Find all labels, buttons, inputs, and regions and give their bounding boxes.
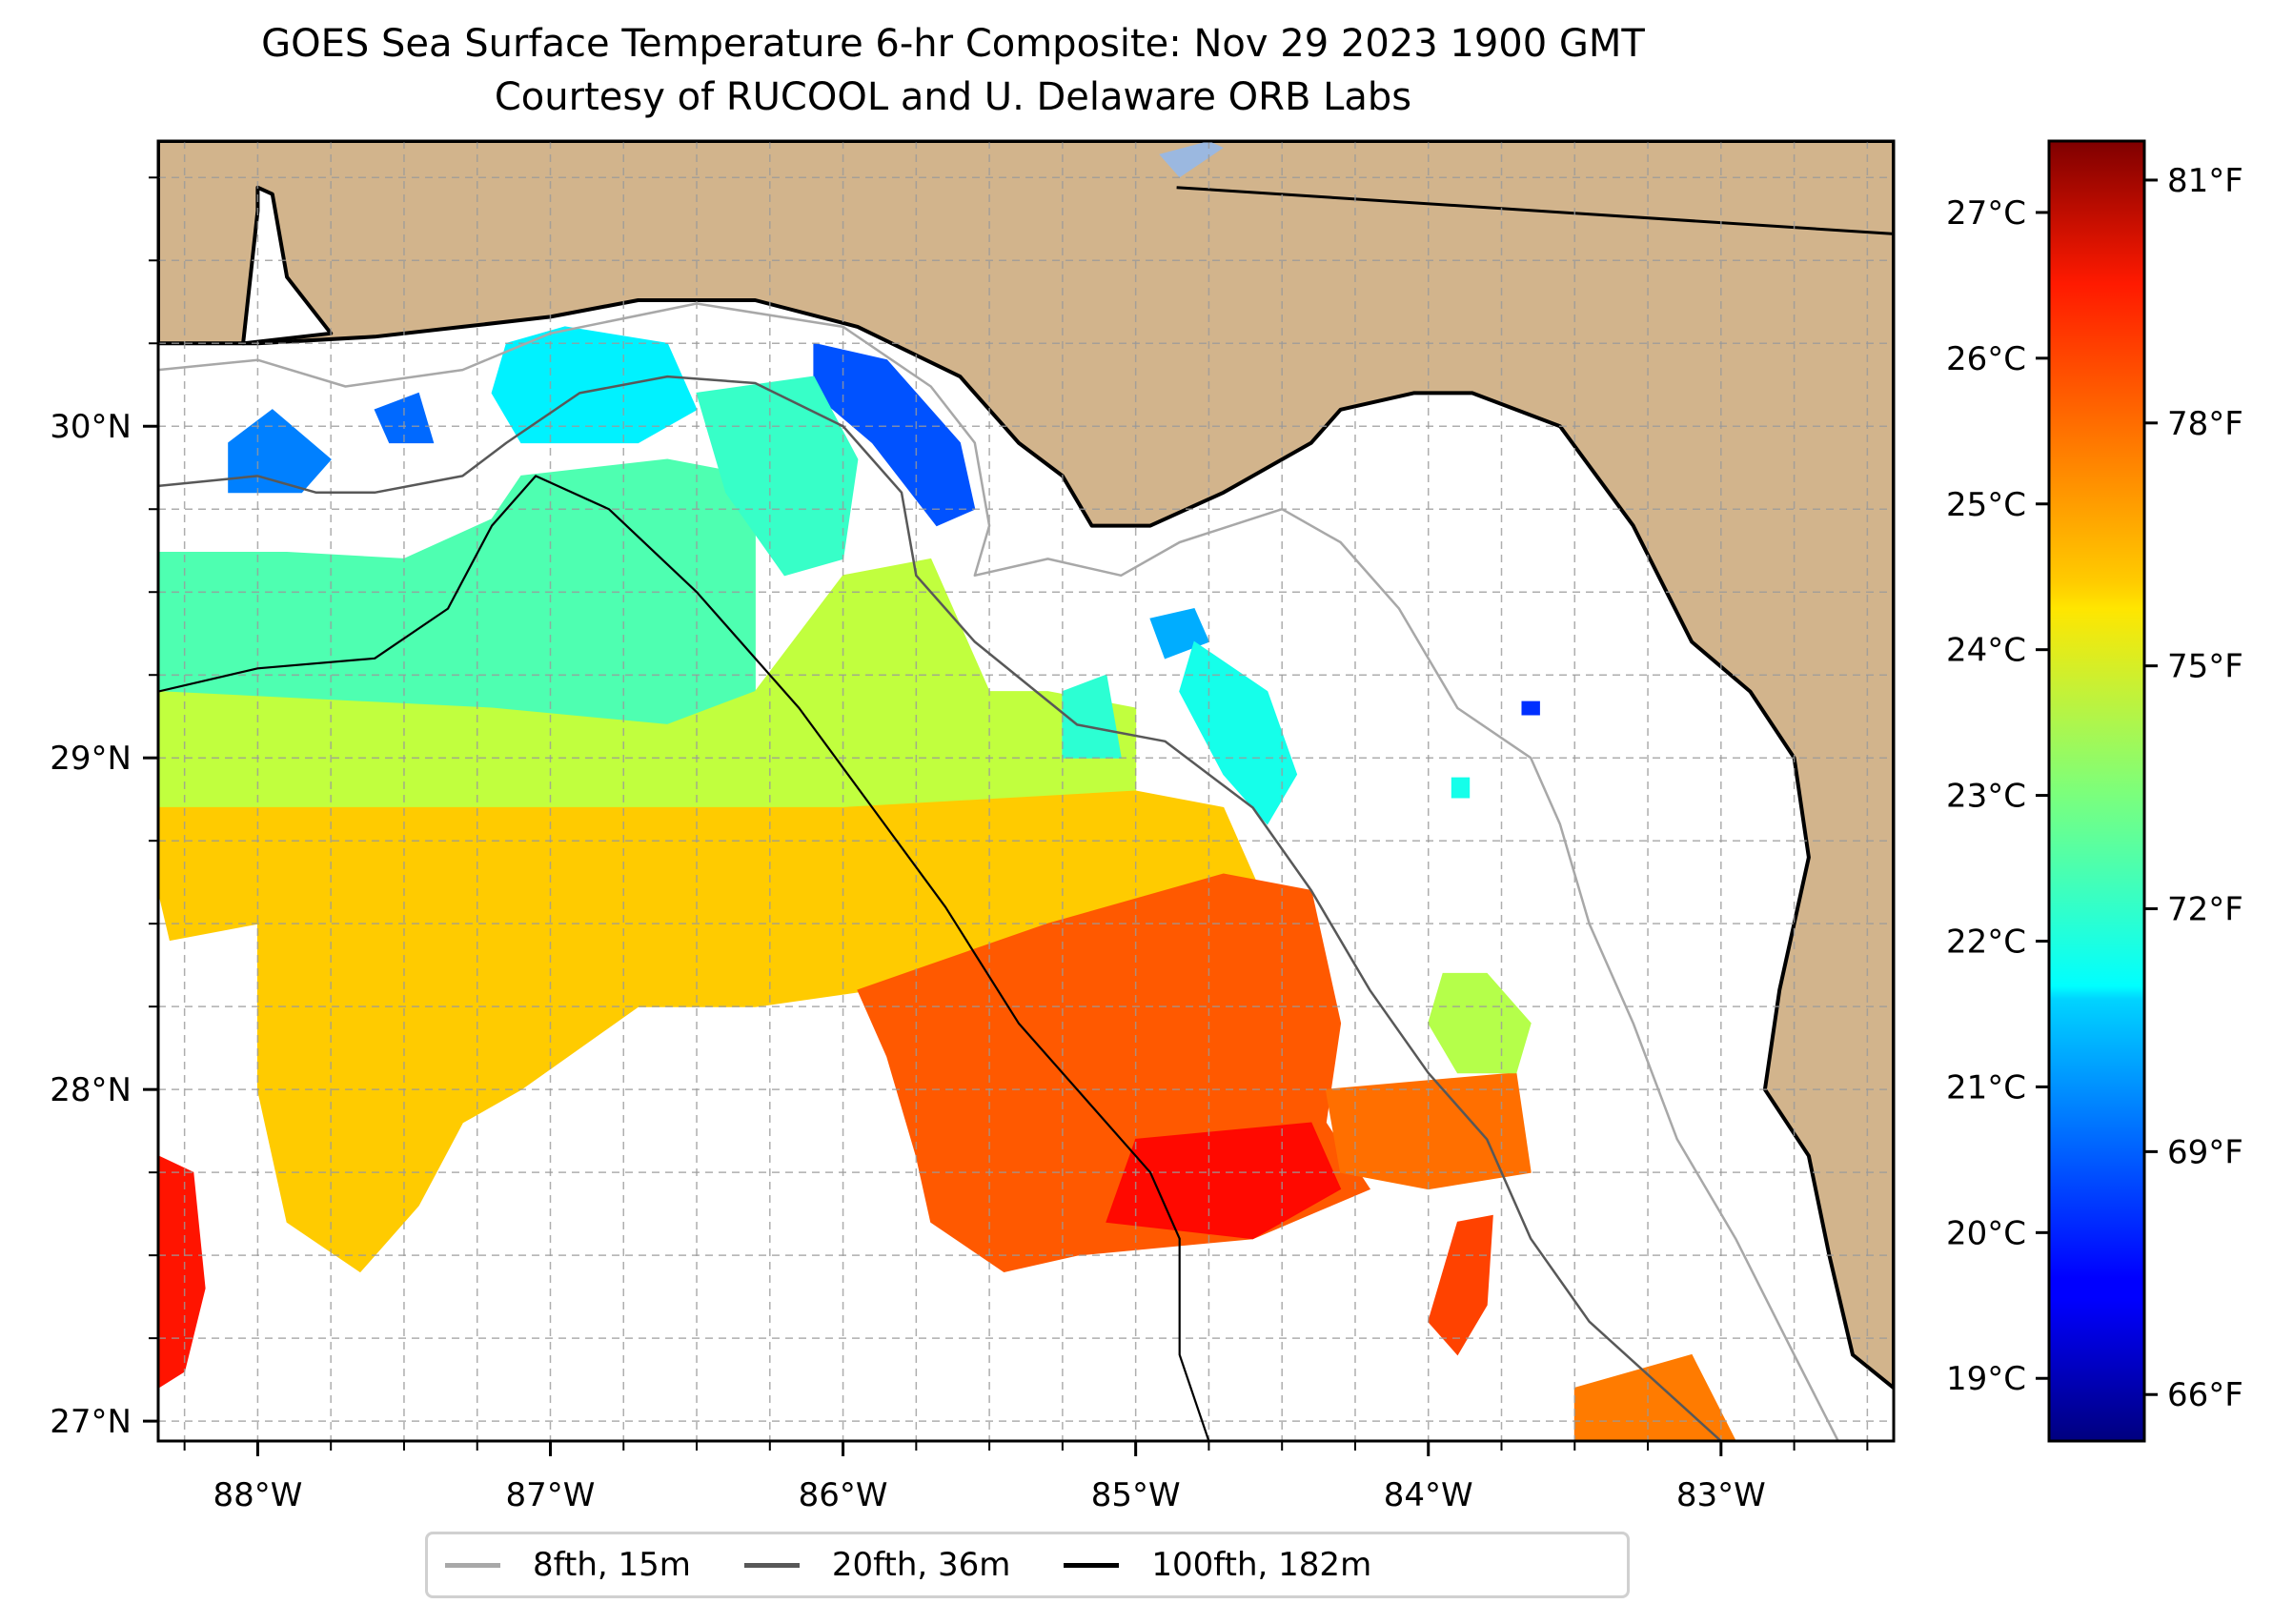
map-frame: [156, 139, 1896, 1443]
fahrenheit-tick-label: 66°F: [2167, 1376, 2243, 1414]
fahrenheit-tick-label: 75°F: [2167, 648, 2243, 686]
bathymetry-contours: [158, 302, 1839, 1441]
celsius-tick-label: 25°C: [1946, 486, 2026, 524]
contour-8fth: [158, 302, 1839, 1441]
x-tick-label: 87°W: [506, 1476, 596, 1514]
celsius-tick-label: 21°C: [1946, 1068, 2026, 1106]
contour-20fth: [158, 375, 1722, 1441]
colorbar: [2047, 139, 2146, 1443]
contour-100fth: [158, 475, 1210, 1441]
celsius-tick-label: 24°C: [1946, 632, 2026, 670]
legend-item-20fth: 20fth, 36m: [743, 1546, 1011, 1584]
legend-swatch-100fth: [1064, 1562, 1120, 1568]
state-border-line: [1176, 186, 1894, 235]
sst-patch-nw-tiny-teal: [1451, 777, 1471, 799]
chart-title: GOES Sea Surface Temperature 6-hr Compos…: [261, 22, 1645, 66]
contour-legend: 8fth, 15m 20fth, 36m 100fth, 182m: [425, 1532, 1630, 1598]
y-tick-label: 29°N: [50, 740, 132, 778]
sst-patch-small-orange-south: [1428, 1214, 1493, 1356]
legend-swatch-20fth: [743, 1562, 800, 1568]
lake-lake-seminole: [1159, 141, 1224, 178]
celsius-tick-label: 20°C: [1946, 1214, 2026, 1252]
sst-patch-far-west-red: [158, 1155, 206, 1389]
celsius-tick-label: 19°C: [1946, 1360, 2026, 1398]
sst-patch-nw-tiny-blue: [1521, 700, 1540, 716]
y-tick-label: 28°N: [50, 1071, 132, 1109]
celsius-tick-label: 23°C: [1946, 778, 2026, 816]
y-tick-label: 27°N: [50, 1403, 132, 1441]
celsius-tick-label: 22°C: [1946, 924, 2026, 962]
x-tick-label: 86°W: [799, 1476, 888, 1514]
x-tick-label: 88°W: [213, 1476, 302, 1514]
x-tick-label: 84°W: [1384, 1476, 1473, 1514]
sst-patch-mobile-blue-west: [228, 409, 332, 494]
fahrenheit-tick-label: 72°F: [2167, 891, 2243, 929]
celsius-tick-label: 27°C: [1946, 194, 2026, 233]
gridlines: [158, 141, 1894, 1441]
map-axes: 88°W 87°W 86°W 85°W 84°W 83°W 27°N 28°N 29°N 30°N: [50, 176, 1869, 1514]
sst-patch-central-yellow: [158, 790, 1283, 1273]
x-tick-label: 85°W: [1091, 1476, 1181, 1514]
legend-item-100fth: 100fth, 182m: [1064, 1546, 1371, 1584]
legend-item-8fth: 8fth, 15m: [445, 1546, 691, 1584]
map-plot-area: [158, 141, 1894, 1441]
sst-patch-apalachicola-teal: [1179, 640, 1298, 825]
fahrenheit-tick-label: 81°F: [2167, 162, 2243, 200]
legend-swatch-8fth: [445, 1562, 500, 1568]
x-tick-label: 83°W: [1676, 1476, 1766, 1514]
celsius-tick-label: 26°C: [1946, 340, 2026, 378]
fahrenheit-tick-label: 78°F: [2167, 405, 2243, 443]
legend-label-100fth: 100fth, 182m: [1151, 1546, 1372, 1584]
chart-subtitle: Courtesy of RUCOOL and U. Delaware ORB L…: [494, 75, 1412, 119]
y-tick-label: 30°N: [50, 408, 132, 446]
legend-label-20fth: 20fth, 36m: [831, 1546, 1011, 1584]
fahrenheit-tick-label: 69°F: [2167, 1133, 2243, 1171]
legend-label-8fth: 8fth, 15m: [533, 1546, 691, 1584]
colorbar-ticks: 19°C 20°C 21°C 22°C 23°C 24°C 25°C 26°C 27°C 66°F…: [1946, 162, 2243, 1414]
